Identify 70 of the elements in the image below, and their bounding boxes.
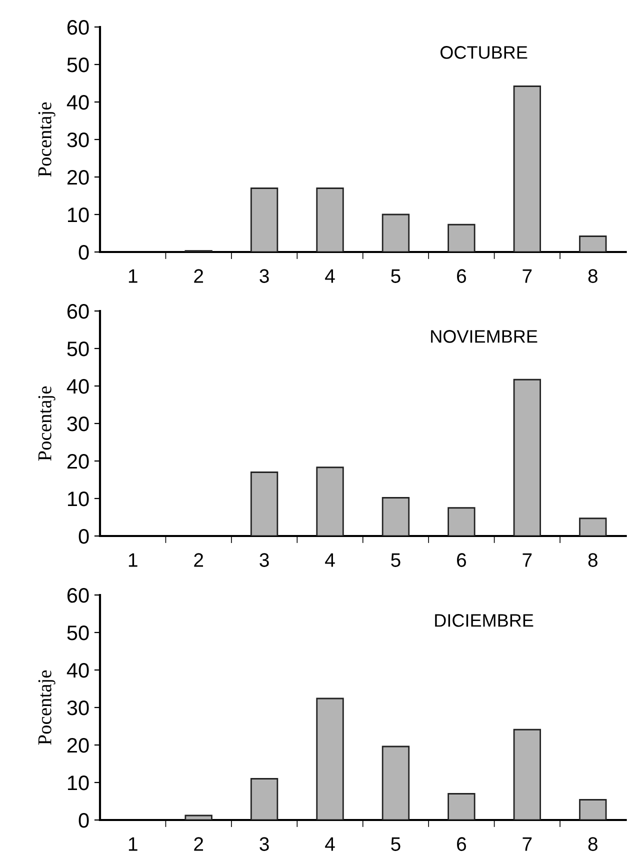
bar [513,86,542,252]
y-tick-label: 50 [67,342,89,356]
bar [448,507,476,536]
bar [316,466,344,536]
x-tick-label: 6 [457,553,466,567]
y-axis-title: Pocentaje [38,386,56,461]
bar [513,728,542,820]
bar [382,746,410,820]
x-tick-label: 2 [194,553,204,567]
x-tick-label: 5 [391,837,400,851]
x-tick-label: 5 [391,269,400,283]
bar [250,188,278,252]
bar [316,188,344,252]
y-tick-label: 40 [66,663,89,678]
text: NOVIEMBRE [431,330,538,343]
bar [579,518,607,536]
y-tick-label: 30 [67,416,89,432]
y-tick-label: 60 [67,304,89,319]
y-tick-label: 30 [67,700,89,716]
y-tick-label: 10 [68,492,89,506]
bar [579,236,607,252]
y-tick-label: 60 [67,588,89,603]
y-axis-title: Pocentaje [38,670,56,745]
y-tick-label: 20 [67,170,89,185]
y-tick-label: 50 [67,626,89,640]
bar [448,793,476,820]
bar [579,799,607,820]
x-tick-label: 3 [260,553,269,567]
x-tick-label: 8 [588,837,598,851]
x-tick-label: 1 [128,553,138,567]
text: OCTUBRE [440,46,528,59]
y-tick-label: 20 [67,738,89,753]
bar [184,814,212,820]
x-tick-label: 4 [325,553,335,567]
text: DICIEMBRE [435,614,534,627]
x-tick-label: 1 [128,837,138,851]
x-tick-label: 6 [457,837,466,851]
y-tick-label: 10 [68,776,89,790]
y-tick-label: 50 [67,58,89,72]
y-tick-label: 10 [68,208,89,222]
y-tick-label: 0 [78,245,89,260]
x-tick-label: 8 [588,269,598,283]
x-tick-label: 3 [260,269,269,283]
x-tick-label: 8 [588,553,598,567]
x-tick-label: 6 [457,269,466,283]
x-tick-label: 7 [522,269,532,283]
bar [250,472,278,536]
x-tick-label: 7 [522,553,532,567]
y-tick-label: 0 [78,813,89,828]
bar [316,698,344,820]
bar [250,778,278,820]
x-tick-label: 4 [325,837,335,851]
bar [382,497,410,536]
bar [448,224,476,252]
x-tick-label: 2 [194,269,204,283]
x-tick-label: 1 [128,269,138,283]
y-tick-label: 20 [67,454,89,469]
bar [513,378,542,536]
x-tick-label: 4 [325,269,335,283]
x-tick-label: 5 [391,553,400,567]
x-tick-label: 7 [522,837,532,851]
x-tick-label: 2 [194,837,204,851]
y-tick-label: 40 [66,379,89,394]
bar [382,214,410,252]
y-axis-title: Pocentaje [38,102,56,177]
y-tick-label: 0 [78,529,89,544]
y-tick-label: 60 [67,20,89,35]
y-tick-label: 40 [66,95,89,110]
x-tick-label: 3 [260,837,269,851]
y-tick-label: 30 [67,132,89,148]
